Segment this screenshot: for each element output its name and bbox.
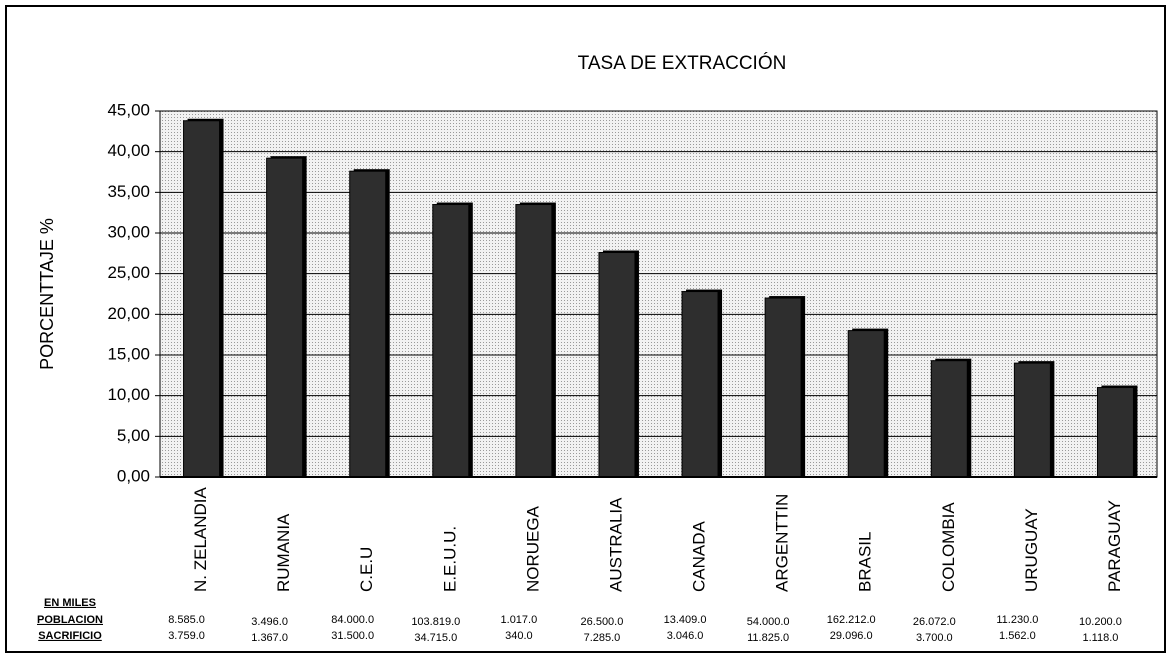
table-cell: 26.072.0 [913,616,956,628]
y-tick-label: 40,00 [107,141,150,160]
bar [598,252,636,478]
x-tick-label: RUMANIA [274,513,293,592]
table-cell: 10.200.0 [1079,616,1122,628]
y-tick-label: 25,00 [107,263,150,282]
table-cell: 162.212.0 [827,614,876,626]
bar [930,360,968,478]
bar [1096,387,1134,478]
table-cell: 31.500.0 [331,630,374,642]
bar [515,204,553,478]
y-tick-label: 20,00 [107,304,150,323]
y-tick-label: 0,00 [117,466,150,485]
table-header: EN MILES [44,597,96,609]
table-cell: 3.046.0 [667,630,704,642]
x-tick-label: COLOMBIA [939,502,958,592]
table-cell: 29.096.0 [830,630,873,642]
table-cell: 84.000.0 [331,614,374,626]
bar [349,170,387,478]
bar [266,157,304,478]
y-tick-label: 30,00 [107,222,150,241]
x-tick-label: N. ZELANDIA [191,486,210,592]
bar [432,204,470,478]
table-cell: 1.017.0 [501,614,538,626]
table-cell: 3.496.0 [251,616,288,628]
table-cell: 1.562.0 [999,630,1036,642]
plot-area [159,110,1158,478]
y-tick-label: 5,00 [117,426,150,445]
x-tick-label: C.E.U [357,547,376,592]
table-cell: 1.118.0 [1083,632,1119,644]
table-cell: 54.000.0 [747,616,790,628]
bar [1013,362,1051,478]
table-cell: 34.715.0 [414,632,457,644]
x-tick-label: PARAGUAY [1105,500,1124,592]
y-tick-label: 10,00 [107,385,150,404]
table-cell: 340.0 [505,630,533,642]
table-cell: 1.367.0 [251,632,288,644]
y-axis-label: PORCENTTAJE % [37,218,57,370]
chart-title: TASA DE EXTRACCIÓN [578,52,787,74]
x-tick-label: CANADA [690,520,709,592]
table-cell: 7.285.0 [584,632,621,644]
bar [847,330,885,478]
table-row-label: POBLACION [37,614,103,626]
x-tick-label: URUGUAY [1022,508,1041,592]
table-row-label: SACRIFICIO [38,630,102,642]
table-cell: 8.585.0 [168,614,205,626]
bar [764,297,802,478]
bar [681,291,719,478]
x-tick-label: AUSTRALIA [606,497,625,592]
table-cell: 3.700.0 [916,632,953,644]
x-tick-label: BRASIL [856,532,875,592]
y-tick-label: 45,00 [107,100,150,119]
table-cell: 26.500.0 [581,616,624,628]
table-cell: 3.759.0 [168,630,205,642]
x-tick-label: E.E.U.U. [440,526,459,592]
x-tick-label: ARGENTTIN [773,494,792,592]
y-tick-label: 35,00 [107,182,150,201]
bar [183,120,221,478]
y-tick-label: 15,00 [107,344,150,363]
table-cell: 11.825.0 [747,632,789,644]
table-cell: 103.819.0 [411,616,460,628]
x-tick-label: NORUEGA [523,505,542,592]
table-cell: 11.230.0 [996,614,1038,626]
table-cell: 13.409.0 [664,614,707,626]
